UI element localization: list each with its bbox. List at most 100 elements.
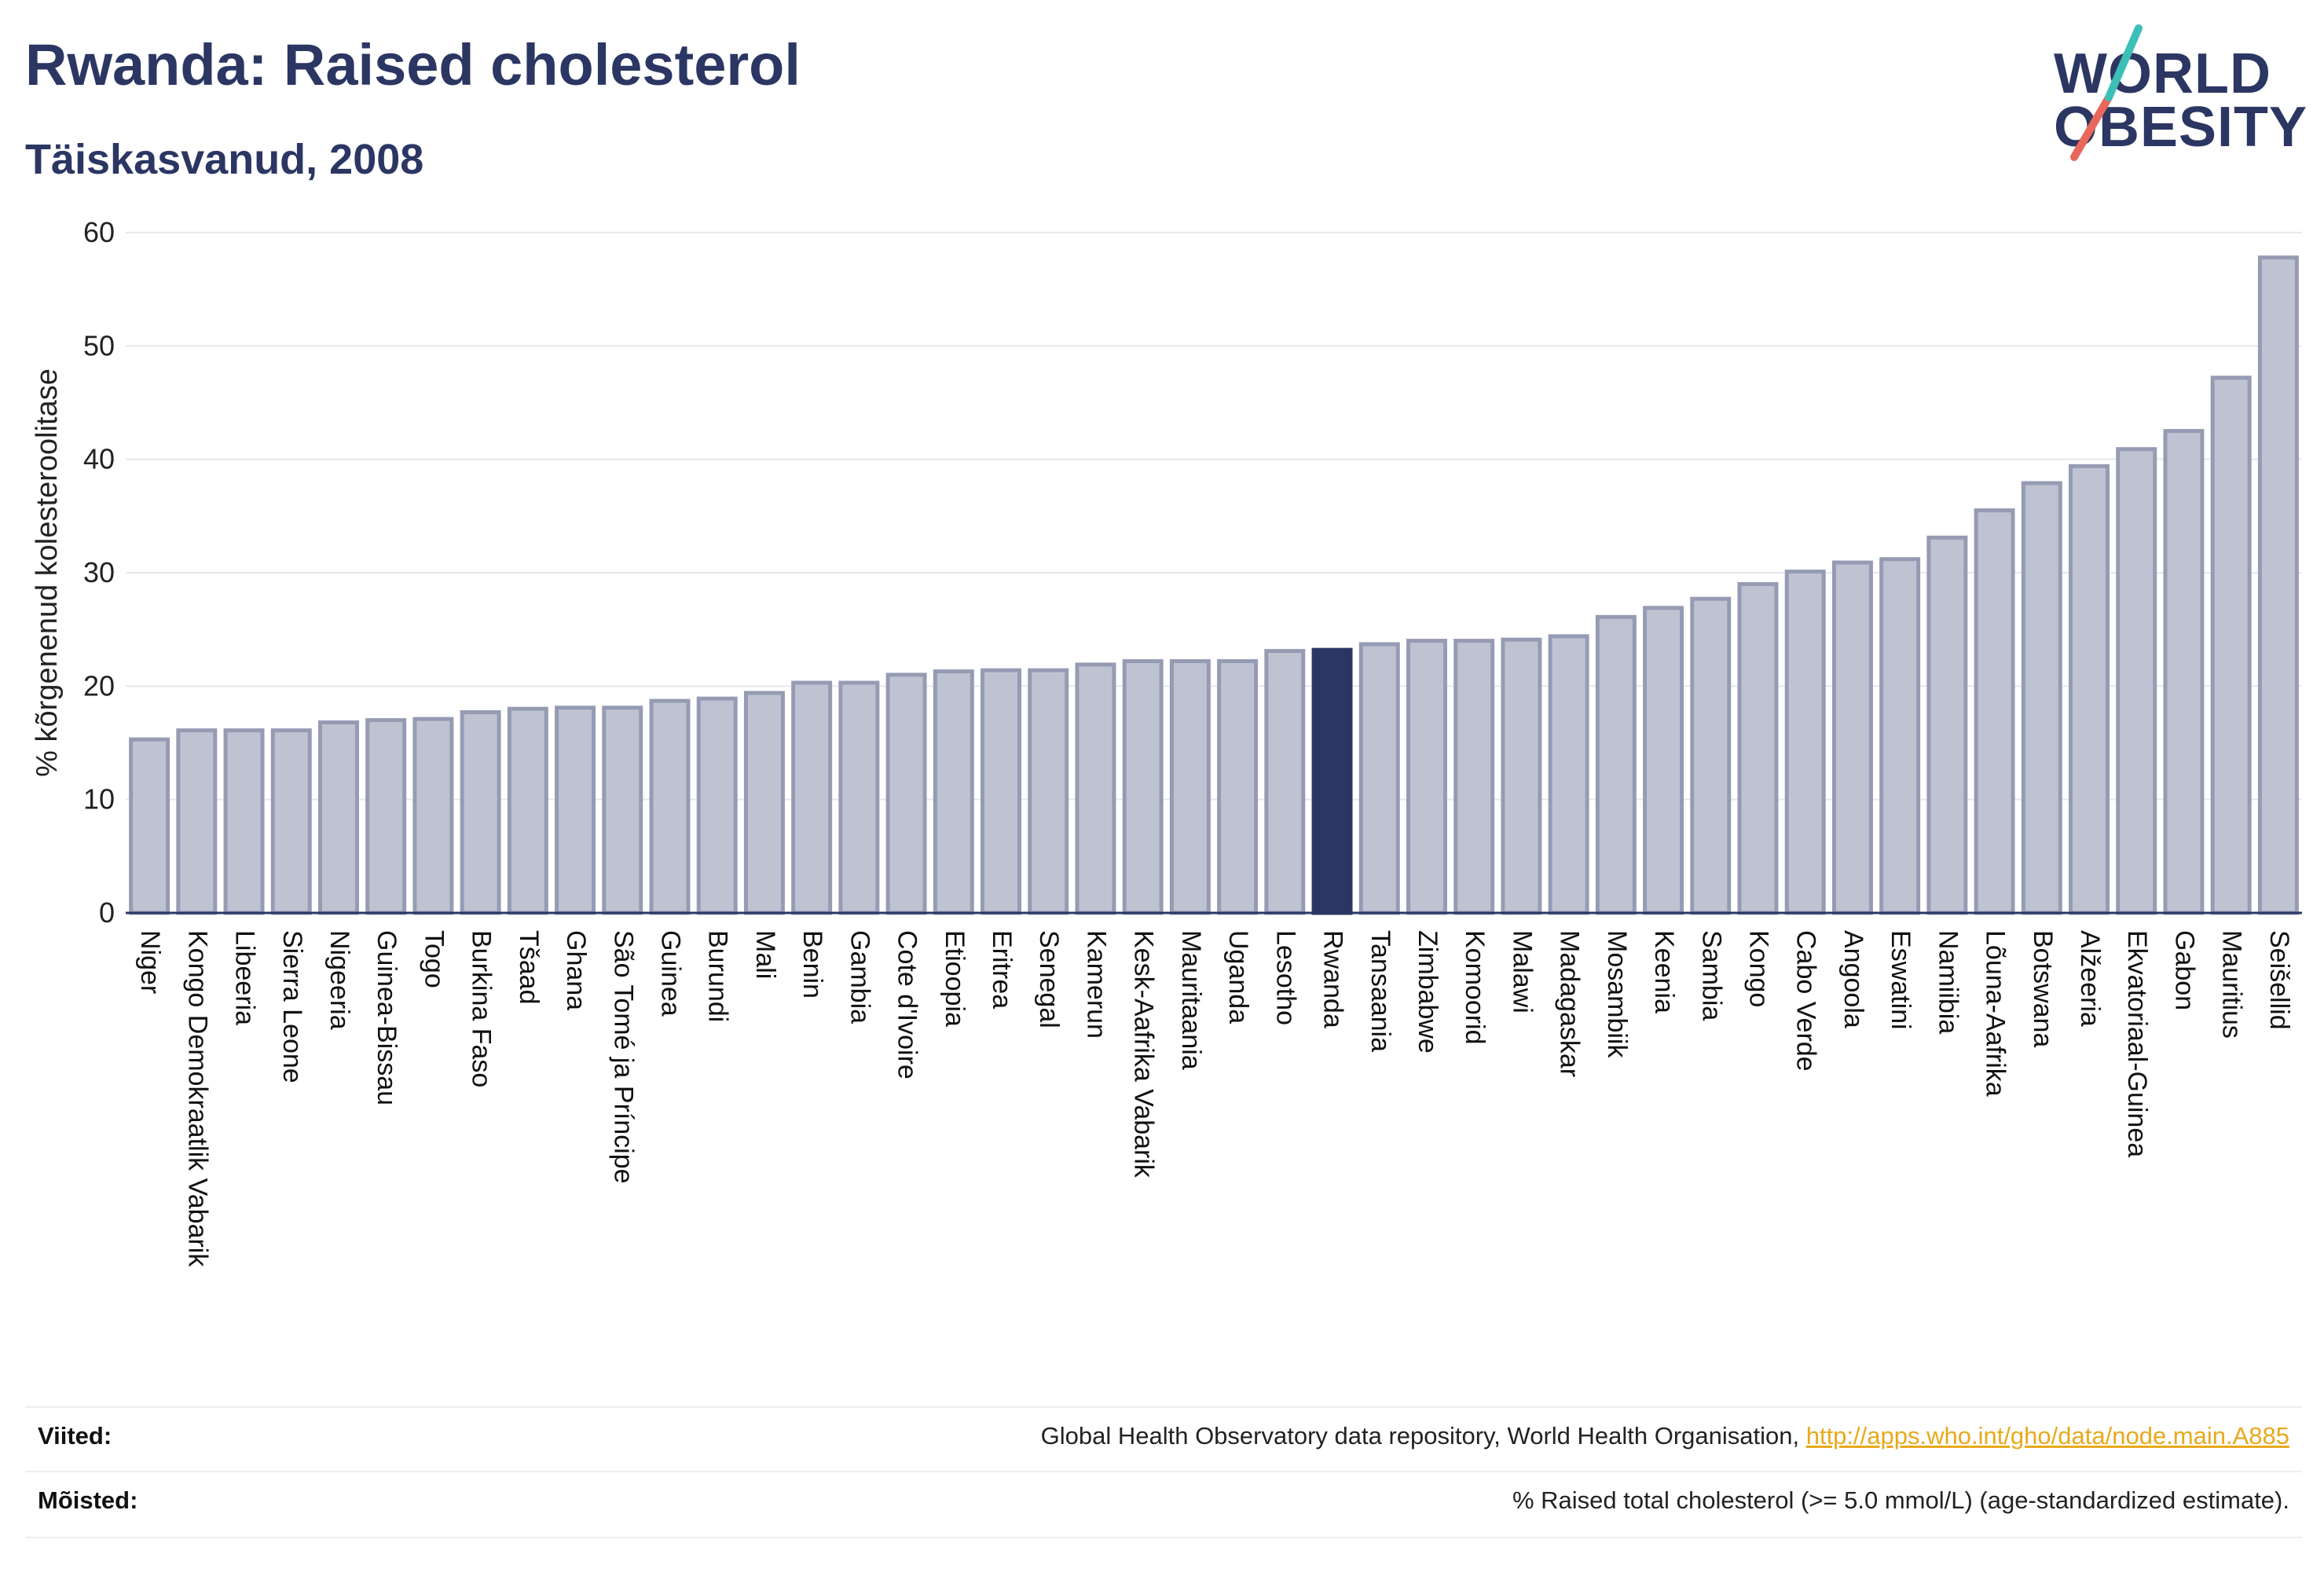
x-tick-label: Gambia (845, 930, 874, 1024)
bar (649, 698, 691, 915)
bar (791, 680, 833, 915)
bar (933, 669, 974, 915)
y-tick-label: 20 (83, 669, 115, 702)
bar (412, 717, 454, 915)
x-tick-label: Benin (797, 930, 827, 999)
y-tick-label: 40 (83, 443, 115, 475)
bar (317, 720, 359, 915)
bar (838, 680, 880, 915)
x-tick-label: Rwanda (1318, 930, 1348, 1028)
bar (270, 728, 312, 915)
bar (507, 706, 548, 915)
page-subtitle: Täiskasvanud, 2008 (25, 136, 424, 183)
sources-text: Global Health Observatory data repositor… (1040, 1422, 1806, 1450)
bar (1217, 659, 1259, 915)
bar (223, 728, 265, 915)
bars (126, 255, 2302, 915)
bar (1122, 659, 1164, 915)
x-tick-label: Burundi (703, 930, 733, 1022)
y-tick-label: 50 (83, 329, 115, 361)
x-tick-label: Nigeeria (324, 930, 354, 1030)
x-tick-label: Ghana (561, 930, 591, 1010)
bar (129, 737, 170, 915)
x-tick-label: Angoola (1838, 930, 1868, 1028)
bar (1879, 557, 1921, 915)
bar (1075, 662, 1116, 915)
x-tick-label: Keenia (1649, 930, 1679, 1013)
x-tick-label: Libeeria (230, 930, 260, 1025)
logo-line-1: WORLD (2054, 42, 2271, 105)
bar (1974, 508, 2015, 915)
sources-value: Global Health Observatory data repositor… (1041, 1422, 2289, 1450)
y-tick-label: 30 (83, 556, 115, 588)
x-tick-label: Togo (419, 930, 449, 988)
bar (696, 696, 738, 915)
bar-highlighted (1311, 647, 1353, 915)
sources-link[interactable]: http://apps.who.int/gho/data/node.main.A… (1805, 1422, 2289, 1450)
x-tick-label: Mauritius (2217, 930, 2247, 1039)
world-obesity-logo: WORLD OBESITY (2043, 22, 2310, 171)
x-tick-labels: Niger Kongo Demokraatlik Vabarik Libeeria S… (135, 930, 2294, 1267)
bar (885, 673, 927, 915)
page-title: Rwanda: Raised cholesterol (25, 32, 801, 97)
bar (1028, 668, 1069, 915)
bar (460, 710, 501, 915)
x-tick-label: Madagaskar (1555, 930, 1585, 1077)
bar (743, 691, 785, 915)
x-tick-label: São Tomé ja Príncipe (608, 930, 638, 1184)
x-tick-label: Kesk-Aafrika Vabarik (1129, 930, 1159, 1178)
x-tick-label: Cote d'Ivoire (893, 930, 922, 1079)
x-tick-label: Niger (135, 930, 165, 994)
x-tick-label: Botswana (2028, 930, 2058, 1047)
x-tick-label: Tansaania (1365, 930, 1395, 1052)
bar (365, 718, 407, 915)
bar-chart: 0 10 20 30 40 50 60 Niger Kongo Demokraatlik Va… (31, 216, 2302, 1267)
x-tick-label: Kongo (1744, 930, 1774, 1007)
x-tick-label: Komoorid (1460, 930, 1490, 1045)
definitions-label: Mõisted: (38, 1486, 138, 1514)
x-tick-label: Kongo Demokraatlik Vabarik (182, 930, 212, 1267)
x-tick-label: Sierra Leone (277, 930, 307, 1083)
x-tick-label: Gabon (2169, 930, 2199, 1010)
bar (2257, 255, 2299, 915)
x-tick-label: Zimbabwe (1413, 930, 1442, 1054)
x-tick-label: Alžeeria (2075, 930, 2105, 1027)
y-tick-labels: 0 10 20 30 40 50 60 (83, 216, 115, 929)
x-tick-label: Burkina Faso (467, 930, 497, 1087)
x-tick-label: Kamerun (1081, 930, 1111, 1039)
bar (981, 668, 1022, 915)
y-tick-label: 60 (83, 216, 115, 248)
bar (1926, 535, 1968, 915)
bar (1690, 596, 1732, 915)
y-axis-label: % kõrgenenud kolesteroolitase (31, 368, 64, 777)
x-tick-label: Senegal (1034, 930, 1064, 1028)
bar (1406, 639, 1447, 915)
bar (1264, 649, 1306, 915)
bar (602, 706, 643, 915)
logo-slash-icon (2070, 24, 2143, 161)
x-tick-label: Mali (750, 930, 780, 979)
bar (1358, 642, 1400, 915)
x-tick-label: Tšaad (514, 930, 544, 1005)
x-tick-label: Guinea-Bissau (372, 930, 401, 1105)
bar (2069, 464, 2110, 915)
x-tick-label: Cabo Verde (1791, 930, 1821, 1072)
bar (1169, 659, 1211, 915)
bar (2021, 481, 2062, 915)
x-tick-label: Seišellid (2264, 930, 2294, 1030)
x-tick-label: Mosambiik (1602, 930, 1632, 1058)
bar (1501, 637, 1542, 915)
x-tick-label: Mauritaania (1176, 930, 1206, 1070)
x-tick-label: Lõuna-Aafrika (1981, 930, 2011, 1097)
x-tick-label: Namiibia (1933, 930, 1963, 1034)
x-tick-label: Uganda (1223, 930, 1253, 1024)
bar (1595, 614, 1637, 915)
y-tick-label: 10 (83, 783, 115, 815)
y-tick-label: 0 (99, 896, 115, 929)
bar (1737, 581, 1779, 915)
bar (1784, 570, 1826, 915)
bar (1548, 634, 1589, 915)
bar (1643, 606, 1684, 915)
x-tick-label: Sambia (1696, 930, 1726, 1021)
x-tick-label: Ekvatoriaal-Guinea (2122, 930, 2152, 1157)
